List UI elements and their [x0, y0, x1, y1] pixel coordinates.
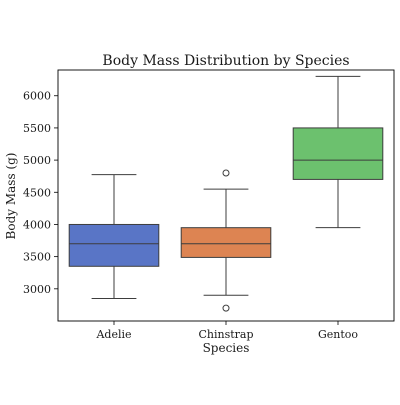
x-axis-title: Species — [203, 341, 250, 355]
y-axis-title: Body Mass (g) — [4, 153, 18, 240]
box-gentoo — [292, 127, 384, 180]
chart-title: Body Mass Distribution by Species — [102, 53, 349, 69]
y-tick-label: 3500 — [23, 251, 51, 264]
box-adelie — [68, 223, 160, 267]
plot-area: 3000 3500 4000 4500 5000 5500 6000 Adelie Chinst… — [23, 69, 395, 341]
x-tick-label: Chinstrap — [198, 328, 253, 341]
y-tick-label: 4500 — [23, 186, 51, 199]
y-tick-label: 4000 — [23, 218, 51, 231]
box-chinstrap — [180, 227, 272, 258]
outlier-point — [222, 304, 230, 312]
y-tick-label: 6000 — [23, 90, 51, 103]
y-tick-label: 3000 — [23, 283, 51, 296]
x-tick-label: Gentoo — [318, 328, 358, 341]
y-tick-label: 5500 — [23, 122, 51, 135]
outlier-point — [222, 169, 230, 177]
y-tick-label: 5000 — [23, 154, 51, 167]
x-tick-label: Adelie — [95, 328, 131, 341]
